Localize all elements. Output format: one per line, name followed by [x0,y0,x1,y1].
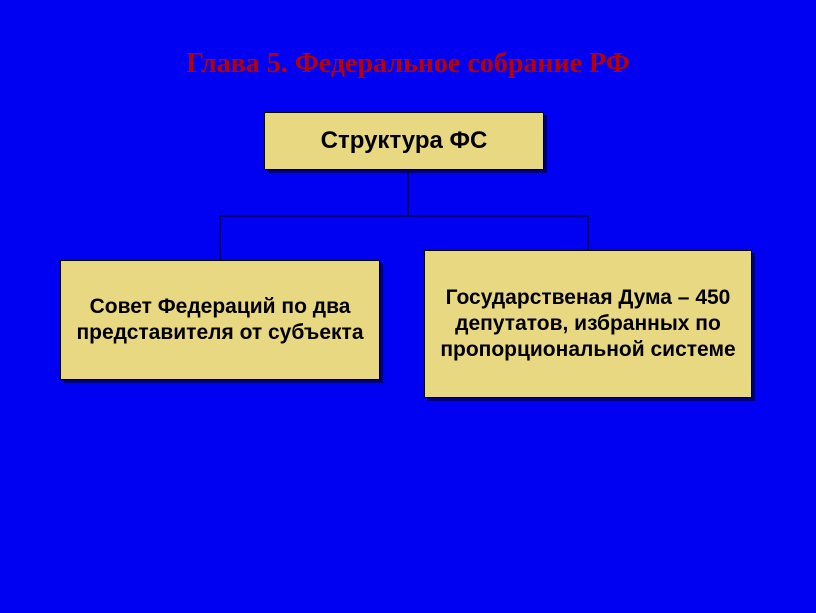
node-left-label: Совет Федераций по два представителя от … [73,294,367,347]
slide-title: Глава 5. Федеральное собрание РФ [0,48,816,80]
node-root-label: Структура ФС [321,127,488,155]
node-right-label: Государственая Дума – 450 депутатов, изб… [437,285,739,364]
node-root: Структура ФС [264,112,544,170]
node-right: Государственая Дума – 450 депутатов, изб… [424,250,752,398]
node-left: Совет Федераций по два представителя от … [60,260,380,380]
